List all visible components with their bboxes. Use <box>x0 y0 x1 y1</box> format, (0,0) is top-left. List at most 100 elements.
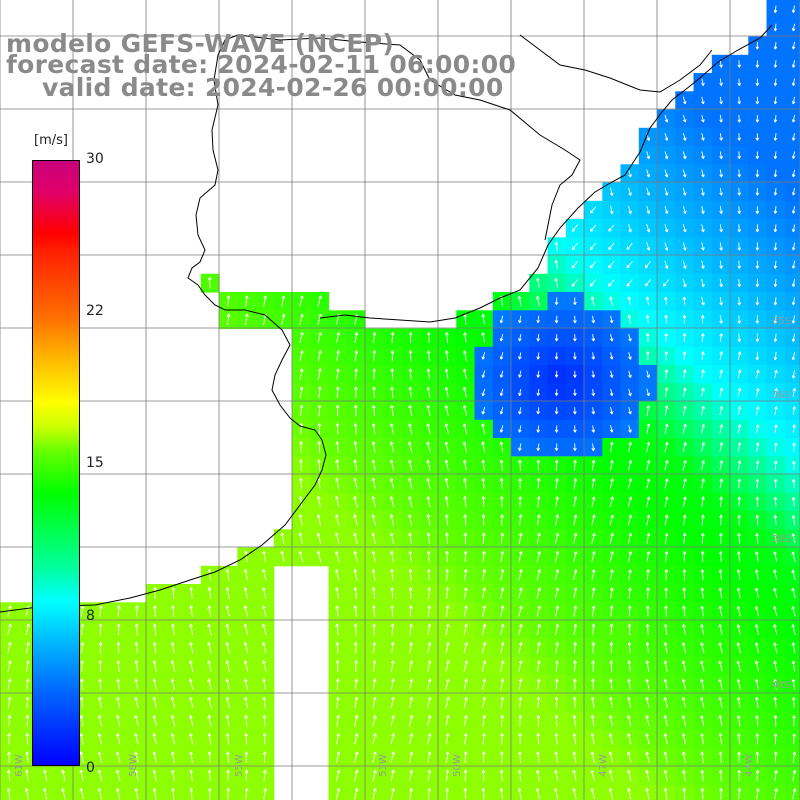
wind-arrow <box>7 733 11 745</box>
wind-arrow <box>389 441 395 453</box>
wind-arrow <box>390 715 395 727</box>
wind-arrow <box>408 587 413 599</box>
wind-arrow <box>463 532 468 544</box>
wind-arrow <box>681 642 686 654</box>
wind-arrow <box>755 496 760 507</box>
wind-arrow <box>628 333 632 342</box>
wind-arrow <box>573 642 578 654</box>
wind-arrow <box>499 769 504 782</box>
wind-arrow <box>518 496 523 508</box>
wind-arrow <box>645 696 650 709</box>
wind-arrow <box>372 368 376 380</box>
wind-arrow <box>207 678 212 691</box>
wind-arrow <box>353 532 358 545</box>
wind-cell <box>784 328 800 348</box>
wind-arrow <box>755 733 760 745</box>
wind-arrow <box>536 407 541 415</box>
wind-cell <box>784 638 800 658</box>
wind-cell <box>565 784 585 800</box>
wind-arrow <box>536 296 540 306</box>
wind-arrow <box>609 569 614 581</box>
wind-arrow <box>663 642 668 654</box>
wind-arrow <box>571 224 578 232</box>
wind-arrow <box>481 642 487 654</box>
wind-cell <box>784 383 800 403</box>
wind-arrow <box>134 660 139 672</box>
wind-arrow <box>681 696 687 709</box>
wind-arrow <box>554 550 560 563</box>
wind-arrow <box>481 532 486 544</box>
wind-arrow <box>371 550 376 563</box>
wind-arrow <box>353 605 358 618</box>
wind-arrow <box>499 370 504 378</box>
wind-arrow <box>372 660 377 672</box>
wind-arrow <box>427 642 432 654</box>
wind-arrow <box>389 496 395 508</box>
wind-arrow <box>736 624 741 635</box>
wind-cell <box>784 273 800 293</box>
wind-arrow <box>755 551 759 562</box>
wind-arrow <box>646 224 651 233</box>
wind-arrow <box>591 388 596 397</box>
wind-arrow <box>608 279 615 287</box>
wind-arrow <box>646 551 651 562</box>
wind-arrow <box>628 370 632 378</box>
wind-arrow <box>773 678 778 690</box>
wind-arrows <box>6 5 797 800</box>
wind-arrow <box>589 242 597 251</box>
wind-arrow <box>207 587 212 599</box>
wind-arrow <box>518 334 522 342</box>
lon-label: 44W <box>743 754 755 777</box>
wind-arrow <box>371 514 376 526</box>
wind-arrow <box>664 242 669 251</box>
wind-arrow <box>591 459 596 471</box>
wind-arrow <box>554 259 559 270</box>
wind-arrow <box>281 313 286 325</box>
wind-arrow <box>645 623 650 636</box>
wind-arrow <box>390 368 395 380</box>
wind-arrow <box>116 751 121 764</box>
wind-arrow <box>426 496 431 508</box>
wind-arrow <box>262 751 267 764</box>
wind-arrow <box>482 550 486 563</box>
title-model: modelo GEFS-WAVE (NCEP) <box>6 29 395 58</box>
wind-arrow <box>408 568 413 581</box>
wind-cell <box>784 419 800 439</box>
wind-arrow <box>737 442 742 452</box>
wind-arrow <box>573 459 578 471</box>
wind-cell <box>784 237 800 257</box>
wind-arrow <box>791 242 796 251</box>
wind-arrow <box>353 496 358 508</box>
wind-arrow <box>444 386 449 398</box>
wind-arrow <box>701 187 705 196</box>
wind-arrow <box>445 569 450 581</box>
wind-arrow <box>409 642 413 654</box>
wind-arrow <box>262 605 267 618</box>
wind-arrow <box>773 224 778 233</box>
wind-arrow <box>627 660 632 672</box>
wind-arrow <box>371 587 376 599</box>
coastline <box>0 24 773 613</box>
wind-arrow <box>426 368 431 380</box>
wind-arrow <box>773 569 778 581</box>
wind-arrow <box>590 733 595 745</box>
wind-arrow <box>464 733 468 745</box>
wind-arrow <box>481 477 486 490</box>
lat-label: 36S <box>772 390 792 401</box>
wind-arrow <box>481 388 486 397</box>
wind-arrow <box>646 187 651 196</box>
wind-arrow <box>664 133 669 141</box>
wind-arrow <box>390 733 395 745</box>
wind-arrow <box>409 623 413 636</box>
wind-arrow <box>536 315 541 324</box>
wind-arrow <box>25 660 30 672</box>
wind-arrow <box>608 261 615 269</box>
wind-arrow <box>646 605 650 617</box>
wind-arrow <box>791 351 796 361</box>
wind-arrow <box>718 715 723 727</box>
wind-arrow <box>573 388 577 396</box>
wind-arrow <box>754 605 760 617</box>
wind-arrow <box>627 478 633 489</box>
wind-arrow <box>335 569 340 581</box>
wind-arrow <box>500 587 505 599</box>
